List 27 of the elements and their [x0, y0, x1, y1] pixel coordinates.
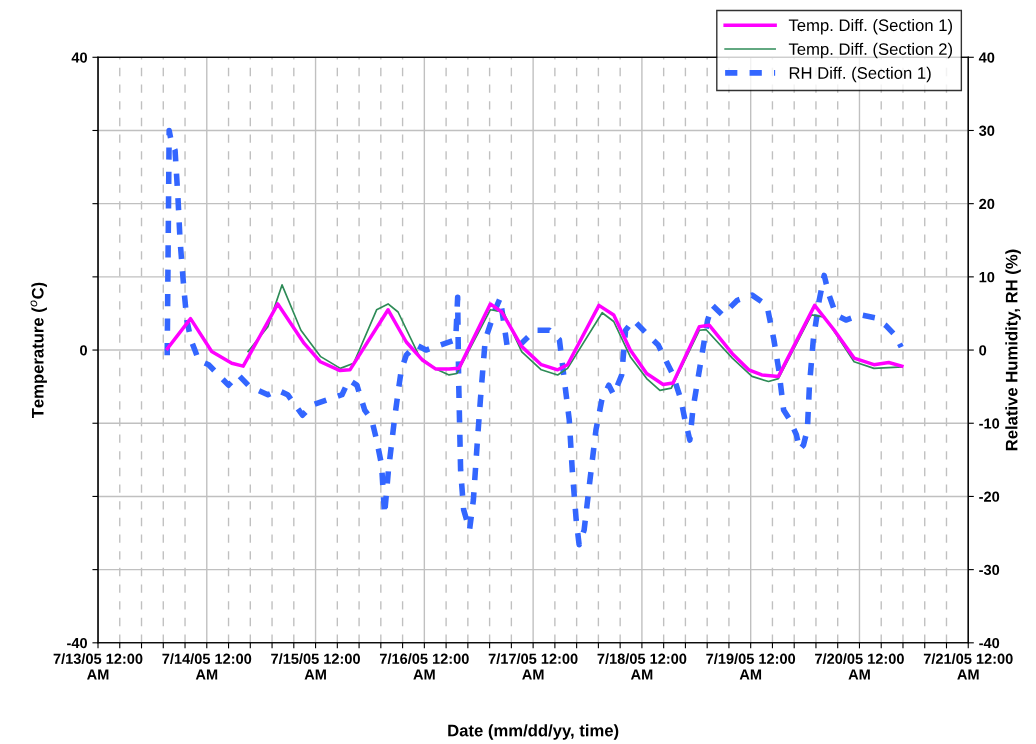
x-tick-label: 7/17/05 12:00 AM — [488, 653, 578, 680]
y2-tick-label: 30 — [979, 125, 995, 136]
y2-tick-label: -10 — [979, 418, 1000, 429]
legend-label: Temp. Diff. (Section 2) — [788, 42, 952, 59]
x-tick-label: 7/21/05 12:00 AM — [923, 653, 1013, 680]
y-axis-title: Temperature ($^{o}$C) — [30, 282, 47, 419]
y2-tick-label: -20 — [979, 491, 1000, 502]
legend-label: RH Diff. (Section 1) — [789, 66, 931, 83]
y2-tick-label: 0 — [979, 345, 987, 356]
y2-tick-label: -40 — [979, 637, 1000, 649]
y-tick-label: 40 — [71, 52, 87, 63]
y2-tick-label: 10 — [979, 271, 995, 283]
x-tick-label: 7/13/05 12:00 AM — [53, 653, 143, 680]
y-tick-label: -40 — [67, 637, 87, 649]
y2-tick-label: -30 — [979, 564, 1000, 576]
y2-tick-label: 20 — [979, 198, 995, 210]
x-axis-title: Date (mm/dd/yy, time) — [448, 724, 619, 740]
y-tick-label: 0 — [80, 345, 87, 356]
x-tick-label: 7/15/05 12:00 AM — [271, 653, 360, 680]
x-tick-label: 7/18/05 12:00 AM — [597, 653, 687, 680]
x-tick-label: 7/20/05 12:00 AM — [815, 653, 904, 680]
x-tick-label: 7/14/05 12:00 AM — [162, 653, 252, 680]
x-tick-label: 7/16/05 12:00 AM — [379, 653, 469, 680]
legend-label: Temp. Diff. (Section 1) — [788, 18, 952, 35]
y2-axis-title: Relative Humidity, RH (%) — [1005, 249, 1021, 451]
x-tick-label: 7/19/05 12:00 AM — [706, 653, 796, 680]
y2-tick-label: 40 — [978, 52, 995, 63]
